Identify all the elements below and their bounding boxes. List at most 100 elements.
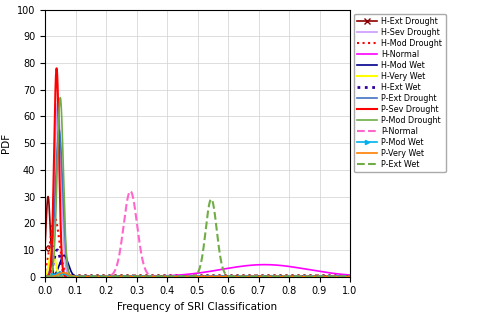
H-Mod Wet — [347, 275, 353, 279]
P-Mod Drought — [77, 275, 83, 279]
P-Ext Drought — [347, 275, 353, 279]
H-Sev Drought — [347, 275, 353, 279]
P-Mod Drought — [42, 275, 48, 279]
H-Sev Drought — [184, 275, 190, 279]
H-Mod Drought — [159, 275, 165, 279]
P-Ext Drought — [198, 275, 203, 279]
P-Ext Drought — [308, 275, 314, 279]
Legend: H-Ext Drought, H-Sev Drought, H-Mod Drought, H-Normal, H-Mod Wet, H-Very Wet, H-: H-Ext Drought, H-Sev Drought, H-Mod Drou… — [354, 14, 446, 172]
H-Ext Drought — [347, 275, 353, 279]
H-Ext Drought — [45, 195, 51, 198]
H-Very Wet — [42, 274, 48, 278]
P-Mod Wet — [42, 275, 48, 279]
Line: H-Mod Wet: H-Mod Wet — [45, 255, 350, 277]
H-Very Wet — [77, 275, 83, 279]
H-Mod Wet — [42, 275, 48, 279]
H-Very Wet — [172, 275, 178, 279]
P-Very Wet — [172, 275, 178, 279]
P-Very Wet — [159, 275, 165, 279]
H-Ext Drought — [95, 275, 101, 279]
P-Very Wet — [347, 275, 353, 279]
P-Ext Drought — [341, 275, 347, 279]
H-Ext Wet — [159, 275, 165, 279]
P-Ext Wet — [308, 275, 314, 279]
H-Very Wet — [341, 275, 347, 279]
H-Ext Wet — [95, 275, 101, 279]
H-Very Wet — [347, 275, 353, 279]
H-Ext Drought — [77, 275, 83, 279]
Line: P-Mod Wet: P-Mod Wet — [43, 271, 352, 279]
Line: H-Very Wet: H-Very Wet — [45, 247, 350, 277]
H-Normal — [347, 273, 353, 277]
P-Very Wet — [77, 275, 83, 279]
P-Ext Wet — [159, 275, 165, 279]
P-Normal — [42, 275, 48, 279]
P-Mod Drought — [58, 96, 64, 100]
P-Ext Drought — [42, 275, 48, 279]
H-Ext Drought — [159, 275, 165, 279]
H-Mod Drought — [42, 269, 48, 273]
H-Mod Wet — [308, 275, 314, 279]
X-axis label: Frequency of SRI Classification: Frequency of SRI Classification — [118, 302, 278, 312]
P-Mod Drought — [95, 275, 101, 279]
H-Normal — [308, 268, 314, 272]
P-Mod Wet — [77, 275, 83, 279]
P-Very Wet — [308, 275, 314, 279]
P-Normal — [347, 275, 353, 279]
P-Normal — [172, 275, 178, 279]
H-Sev Drought — [42, 275, 48, 279]
P-Mod Wet — [308, 275, 314, 279]
H-Mod Drought — [341, 275, 347, 279]
P-Mod Wet — [172, 275, 178, 279]
P-Ext Drought — [159, 275, 165, 279]
P-Normal — [77, 275, 83, 279]
Line: P-Sev Drought: P-Sev Drought — [45, 68, 350, 277]
H-Ext Drought — [172, 275, 178, 279]
P-Very Wet — [341, 275, 347, 279]
P-Mod Wet — [347, 275, 353, 279]
H-Mod Drought — [228, 275, 234, 279]
P-Mod Wet — [234, 275, 240, 279]
P-Mod Drought — [308, 275, 314, 279]
H-Sev Drought — [95, 275, 101, 279]
P-Mod Wet — [95, 275, 101, 279]
H-Mod Wet — [226, 275, 232, 279]
P-Mod Wet — [58, 271, 64, 274]
P-Very Wet — [42, 275, 48, 279]
H-Normal — [95, 275, 101, 279]
H-Sev Drought — [159, 275, 165, 279]
P-Ext Drought — [77, 275, 83, 279]
P-Normal — [308, 275, 314, 279]
H-Ext Drought — [128, 275, 134, 279]
H-Normal — [42, 275, 48, 279]
H-Very Wet — [156, 275, 162, 279]
P-Ext Drought — [56, 128, 62, 132]
H-Mod Drought — [95, 275, 101, 279]
P-Sev Drought — [159, 275, 165, 279]
H-Mod Wet — [77, 275, 83, 279]
H-Sev Drought — [341, 275, 347, 279]
H-Normal — [262, 263, 268, 266]
P-Ext Wet — [341, 275, 347, 279]
P-Ext Wet — [42, 275, 48, 279]
Line: P-Very Wet: P-Very Wet — [45, 273, 350, 277]
P-Sev Drought — [77, 275, 83, 279]
H-Mod Drought — [308, 275, 314, 279]
H-Sev Drought — [308, 275, 314, 279]
P-Sev Drought — [341, 275, 347, 279]
H-Mod Wet — [159, 275, 165, 279]
Line: P-Ext Wet: P-Ext Wet — [45, 199, 350, 277]
P-Ext Wet — [172, 275, 178, 279]
P-Very Wet — [237, 275, 243, 279]
H-Very Wet — [308, 275, 314, 279]
P-Mod Drought — [175, 275, 181, 279]
P-Mod Drought — [341, 275, 347, 279]
H-Ext Wet — [54, 248, 60, 252]
H-Ext Wet — [308, 275, 314, 279]
Line: H-Mod Drought: H-Mod Drought — [45, 218, 350, 277]
P-Mod Wet — [159, 275, 165, 279]
Line: P-Ext Drought: P-Ext Drought — [45, 130, 350, 277]
H-Mod Wet — [341, 275, 347, 279]
Y-axis label: PDF: PDF — [2, 133, 12, 153]
H-Mod Drought — [347, 275, 353, 279]
